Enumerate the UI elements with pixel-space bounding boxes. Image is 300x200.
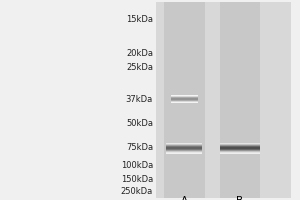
Text: 20kDa: 20kDa [126, 49, 153, 58]
Bar [164, 2, 205, 198]
Bar [167, 145, 203, 146]
Bar [220, 153, 260, 154]
Bar [167, 149, 203, 150]
Text: B: B [236, 196, 244, 200]
Bar [167, 146, 203, 147]
Bar [167, 147, 203, 148]
Text: 25kDa: 25kDa [126, 64, 153, 72]
Bar [220, 145, 260, 146]
Bar [167, 153, 203, 154]
Bar [220, 2, 260, 198]
Bar [171, 97, 198, 98]
Bar [171, 102, 198, 103]
Bar [171, 100, 198, 101]
Bar [171, 98, 198, 99]
Text: 75kDa: 75kDa [126, 144, 153, 152]
Bar [220, 142, 260, 143]
Text: 37kDa: 37kDa [126, 96, 153, 104]
Bar [220, 148, 260, 149]
Text: 50kDa: 50kDa [126, 119, 153, 129]
Bar [167, 142, 203, 143]
Bar [220, 150, 260, 151]
Bar [171, 95, 198, 96]
Bar [156, 2, 291, 198]
Bar [171, 99, 198, 100]
Text: A: A [181, 196, 188, 200]
Bar [220, 147, 260, 148]
Bar [220, 146, 260, 147]
Bar [220, 144, 260, 145]
Bar [171, 96, 198, 97]
Text: 150kDa: 150kDa [121, 176, 153, 184]
Bar [167, 151, 203, 152]
Bar [220, 151, 260, 152]
Bar [167, 150, 203, 151]
Bar [167, 143, 203, 144]
Bar [167, 144, 203, 145]
Bar [167, 148, 203, 149]
Bar [220, 143, 260, 144]
Text: 100kDa: 100kDa [121, 162, 153, 170]
Bar [220, 149, 260, 150]
Text: 15kDa: 15kDa [126, 16, 153, 24]
Bar [167, 152, 203, 153]
Text: 250kDa: 250kDa [121, 188, 153, 196]
Bar [171, 101, 198, 102]
Bar [220, 152, 260, 153]
